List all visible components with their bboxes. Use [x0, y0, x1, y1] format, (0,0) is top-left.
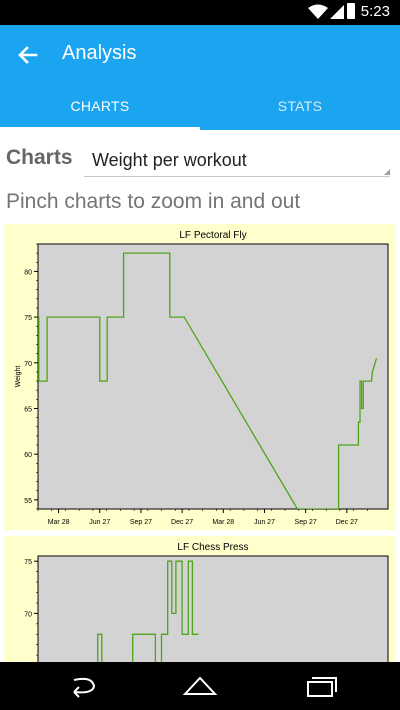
wifi-icon	[308, 4, 328, 19]
y-tick-label: 55	[24, 498, 32, 505]
y-tick-label: 70	[24, 361, 32, 368]
charts-label: Charts	[6, 146, 73, 169]
x-tick-label: Dec 27	[336, 519, 358, 526]
chart-selector-value: Weight per workout	[92, 150, 247, 170]
y-tick-label: 70	[24, 611, 32, 618]
home-nav-icon[interactable]	[180, 670, 220, 702]
x-tick-label: Dec 27	[171, 519, 193, 526]
x-tick-label: Jun 27	[254, 519, 275, 526]
arrow-back-icon[interactable]	[12, 39, 44, 71]
tab-charts-label: CHARTS	[70, 98, 130, 114]
series-line	[97, 560, 199, 662]
y-tick-label: 75	[24, 559, 32, 566]
tab-stats[interactable]: STATS	[200, 82, 400, 130]
y-axis-label: Weight	[15, 366, 22, 388]
status-time: 5:23	[360, 3, 390, 20]
tab-stats-label: STATS	[277, 98, 323, 114]
x-tick-label: Sep 27	[295, 519, 317, 526]
x-tick-label: Mar 28	[48, 519, 70, 526]
chart-title: LF Pectoral Fly	[179, 230, 246, 241]
page-title: Analysis	[62, 42, 137, 64]
dropdown-arrow-icon	[384, 169, 390, 175]
plot-area	[37, 555, 389, 662]
chart-card-chess-press[interactable]: LF Chess Press657075	[4, 536, 396, 662]
tab-charts[interactable]: CHARTS	[0, 82, 200, 130]
app-bar: Analysis CHARTS STATS	[0, 25, 400, 130]
battery-icon	[347, 3, 355, 19]
plot-area	[37, 243, 389, 510]
recents-nav-icon[interactable]	[300, 670, 340, 702]
navigation-bar	[0, 662, 400, 710]
y-tick-label: 60	[24, 452, 32, 459]
y-tick-label: 75	[24, 315, 32, 322]
x-tick-label: Sep 27	[130, 519, 152, 526]
line-chart-pectoral-fly: LF Pectoral Fly 55 60 65 70 75 80 Mar 28 Jun 27 S…	[15, 230, 389, 526]
chart-card-pectoral-fly[interactable]: LF Pectoral Fly 55 60 65 70 75 80 Mar 28 Jun 27 S…	[4, 224, 396, 530]
back-nav-icon[interactable]	[62, 670, 102, 702]
chart-title: LF Chess Press	[177, 542, 248, 553]
status-bar: 5:23	[0, 0, 400, 25]
x-tick-label: Jun 27	[89, 519, 110, 526]
y-tick-label: 65	[24, 406, 32, 413]
chart-selector-dropdown[interactable]: Weight per workout	[84, 146, 390, 177]
series-line	[38, 252, 378, 509]
signal-icon	[330, 5, 344, 19]
x-tick-label: Mar 28	[212, 519, 234, 526]
y-tick-label: 80	[24, 269, 32, 276]
line-chart-chess-press: LF Chess Press657075	[24, 542, 389, 662]
zoom-hint: Pinch charts to zoom in and out	[6, 190, 301, 213]
tab-indicator	[0, 127, 200, 130]
